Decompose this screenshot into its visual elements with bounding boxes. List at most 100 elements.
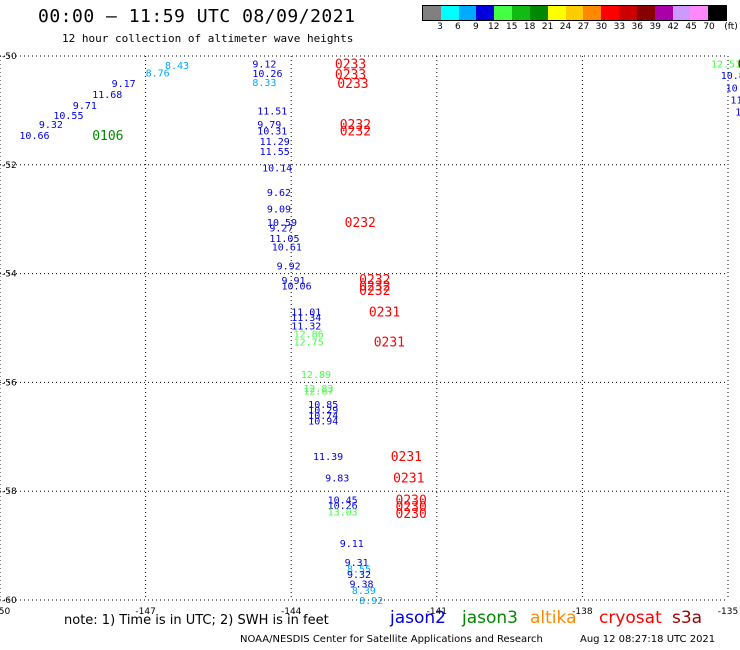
time-label: 0106	[92, 129, 123, 144]
swh-data-label: 9.38	[349, 580, 373, 591]
swh-data-label: 11.29	[260, 137, 290, 148]
time-label: 0232	[359, 280, 390, 295]
color-scale-label: 42	[667, 22, 679, 32]
swh-data-label: 10.26	[328, 501, 358, 512]
color-scale-label: 36	[631, 22, 644, 32]
y-tick-label: -54	[2, 270, 17, 280]
y-tick-label: -60	[2, 596, 17, 606]
time-label: 0230	[396, 507, 427, 522]
swh-data-label: 10.59	[267, 218, 297, 229]
swh-data-label: 11.99	[735, 107, 740, 118]
swh-data-label: 9.79	[257, 120, 281, 131]
swh-data-label: 9.91	[281, 276, 305, 287]
color-scale-label: 3	[437, 22, 443, 32]
time-label: 0231	[393, 472, 424, 487]
color-swatch	[690, 6, 709, 20]
swh-data-label: 9.11	[340, 539, 364, 550]
color-scale-label: 39	[649, 22, 661, 32]
swh-data-label: 9.71	[73, 101, 97, 112]
swh-data-label: 11.51	[257, 106, 287, 117]
swh-data-label: 8.39	[352, 586, 376, 597]
swh-data-label: 12.83	[303, 384, 333, 395]
time-label: 0233	[337, 77, 368, 92]
swh-data-label: 9.12	[252, 60, 276, 71]
swh-data-label: 9.62	[267, 188, 291, 199]
time-label: 0232	[359, 273, 390, 288]
satellite-legend-jason2: jason2	[390, 608, 446, 628]
y-tick-label: -52	[2, 161, 17, 171]
color-scale-label: 70	[703, 22, 715, 32]
swh-data-label: 11.82	[730, 96, 740, 107]
x-tick-label: -147	[135, 607, 155, 617]
time-label: 0233	[335, 68, 366, 83]
color-swatch	[672, 6, 691, 20]
swh-data-label: 12.86	[294, 329, 324, 340]
time-label: 0232	[340, 118, 371, 133]
swh-data-label: 11.32	[291, 321, 321, 332]
swh-data-label: 10.86	[721, 71, 740, 82]
color-swatch	[636, 6, 655, 20]
time-label: 0231	[374, 336, 405, 351]
page-subtitle: 12 hour collection of altimeter wave hei…	[62, 32, 354, 45]
swh-data-label: 8.92	[359, 596, 383, 607]
color-scale-label: 27	[577, 22, 590, 32]
color-scale-label: 6	[455, 22, 461, 32]
swh-data-label: 12.89	[301, 370, 331, 381]
time-label: 0232	[340, 125, 371, 140]
color-swatch	[565, 6, 584, 20]
x-tick-label: -138	[572, 607, 593, 617]
swh-data-label: 9.27	[269, 223, 293, 234]
time-label: 0231	[369, 306, 400, 321]
color-swatch	[529, 6, 548, 20]
color-swatch	[423, 6, 441, 20]
swh-data-label: 10.94	[308, 416, 338, 427]
swh-data-label: 12.67	[303, 387, 333, 398]
swh-data-label: 10.83	[726, 84, 740, 95]
page-title: 00:00 — 11:59 UTC 08/09/2021	[38, 6, 356, 27]
swh-data-label: 10.85	[308, 400, 338, 411]
satellite-legend-cryosat: cryosat	[599, 608, 662, 628]
color-scale-label: 18	[523, 22, 536, 32]
color-scale-label: 30	[595, 22, 608, 32]
time-label: 0232	[359, 284, 390, 299]
color-scale-label: 33	[613, 22, 626, 32]
swh-data-label: 10.66	[19, 131, 49, 142]
swh-data-label: 11.68	[92, 90, 122, 101]
y-tick-label: -56	[2, 378, 17, 388]
swh-data-label: 11.34	[291, 313, 321, 324]
color-scale-label: 15	[505, 22, 518, 32]
timestamp-text: Aug 12 08:27:18 UTC 2021	[580, 634, 716, 645]
swh-data-label: 8.76	[146, 68, 170, 79]
swh-data-label: 9.31	[345, 558, 369, 569]
swh-data-label: 10.06	[281, 282, 311, 293]
color-swatch	[440, 6, 459, 20]
x-tick-label: -150	[0, 607, 10, 617]
swh-data-label: 12.75	[294, 338, 324, 349]
color-scale-label: 12	[488, 22, 500, 32]
x-tick-label: -135	[718, 607, 738, 617]
swh-data-label: 10.45	[328, 495, 358, 506]
swh-data-label: 10.55	[53, 111, 83, 122]
x-tick-label: -141	[427, 607, 447, 617]
color-swatch	[476, 6, 495, 20]
y-tick-label: -58	[2, 487, 17, 497]
color-scale-label: 45	[685, 22, 697, 32]
swh-data-label: 9.17	[112, 79, 136, 90]
swh-data-label: 12.51	[711, 60, 740, 71]
swh-data-label: 10.26	[252, 69, 282, 80]
time-label: 07	[738, 58, 740, 73]
y-tick-label: -50	[2, 52, 17, 62]
color-scale-label: (ft)	[724, 22, 738, 32]
swh-data-label: 13.03	[328, 507, 358, 518]
swh-data-label: 10.61	[272, 242, 302, 253]
time-label: 0232	[345, 216, 376, 231]
satellite-legend-s3a: s3a	[672, 608, 703, 628]
swh-data-label: 8.55	[347, 564, 371, 575]
color-swatch	[708, 6, 727, 20]
time-label: 0233	[335, 58, 366, 73]
time-label: 0230	[396, 493, 427, 508]
color-scale-label: 9	[472, 22, 479, 32]
color-swatch	[583, 6, 602, 20]
swh-data-label: 9.32	[39, 120, 63, 131]
